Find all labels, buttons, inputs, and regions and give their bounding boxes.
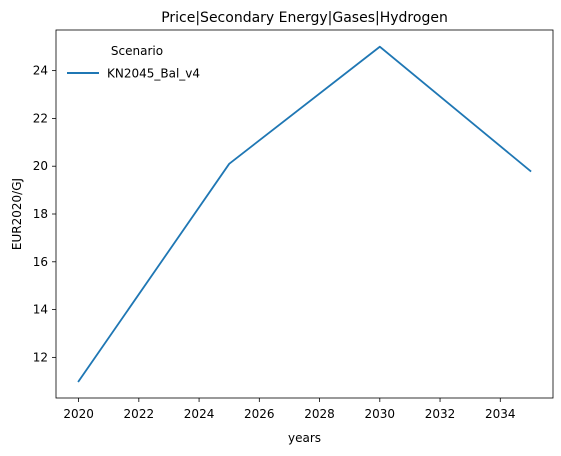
y-tick-label: 12 [33, 350, 48, 364]
x-tick-label: 2020 [63, 407, 94, 421]
plot-frame [55, 29, 554, 399]
y-tick-label: 18 [33, 207, 48, 221]
x-tick-label: 2026 [244, 407, 275, 421]
x-axis-label: years [288, 431, 321, 445]
x-tick-label: 2034 [485, 407, 516, 421]
series-layer [77, 45, 532, 383]
y-tick-label: 16 [33, 255, 48, 269]
legend-entry-label: KN2045_Bal_v4 [107, 67, 200, 81]
x-tick-label: 2028 [304, 407, 335, 421]
y-tick-label: 24 [33, 64, 48, 78]
legend: Scenario KN2045_Bal_v4 [67, 44, 200, 81]
legend-title: Scenario [111, 44, 163, 58]
y-axis-label: EUR2020/GJ [10, 178, 24, 250]
series-line-0 [77, 45, 532, 383]
x-tick-label: 2030 [365, 407, 396, 421]
x-tick-label: 2024 [184, 407, 215, 421]
y-tick-label: 14 [33, 303, 48, 317]
y-tick-label: 22 [33, 111, 48, 125]
y-axis: 12 14 16 18 20 22 24 [33, 64, 56, 364]
x-tick-label: 2022 [124, 407, 155, 421]
y-tick-label: 20 [33, 159, 48, 173]
x-tick-label: 2032 [425, 407, 456, 421]
chart-title: Price|Secondary Energy|Gases|Hydrogen [161, 10, 448, 26]
x-axis: 2020 2022 2024 2026 2028 2030 2032 2034 [63, 398, 516, 421]
